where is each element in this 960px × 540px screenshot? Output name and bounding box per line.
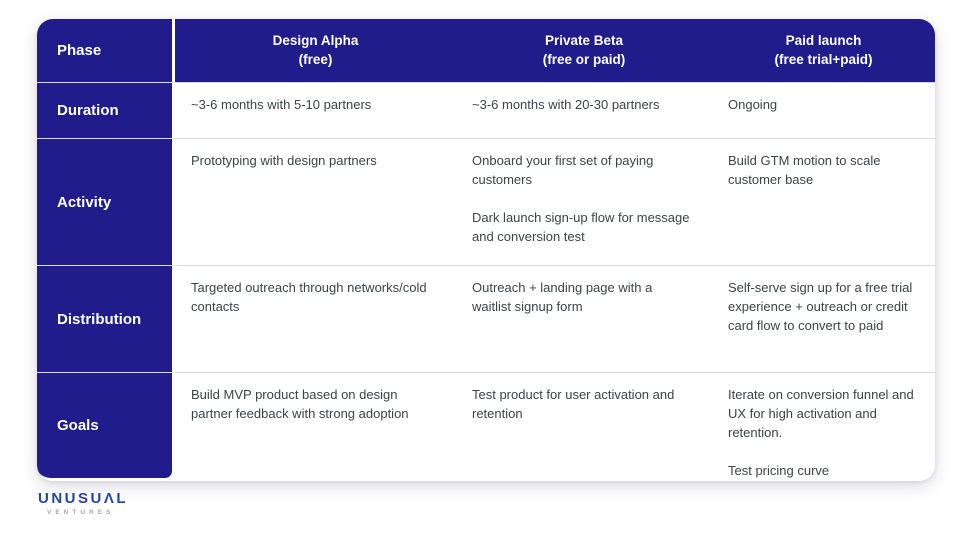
cell-activity-design-alpha: Prototyping with design partners (175, 138, 456, 265)
cell-text: Iterate on conversion funnel and UX for … (728, 387, 914, 440)
cell-goals-private-beta: Test product for user activation and ret… (456, 372, 712, 481)
cell-text: ~3-6 months with 5-10 partners (191, 97, 372, 112)
column-title: Paid launch (785, 32, 862, 48)
logo-subtext: VENTURES (47, 509, 115, 516)
cell-text: Test product for user activation and ret… (472, 387, 675, 421)
cell-text: Dark launch sign-up flow for message and… (472, 209, 690, 244)
column-header-private-beta: Private Beta (free or paid) (456, 19, 712, 82)
cell-text: Test pricing curve (728, 462, 830, 478)
cell-activity-private-beta: Onboard your first set of paying custome… (456, 138, 712, 265)
cell-duration-paid-launch: Ongoing (712, 82, 935, 138)
cell-goals-design-alpha: Build MVP product based on design partne… (175, 372, 456, 481)
cell-text: Prototyping with design partners (191, 153, 377, 168)
cell-text: Outreach + landing page with a waitlist … (472, 280, 653, 314)
cell-text: Onboard your first set of paying custome… (472, 153, 654, 187)
column-title: Design Alpha (272, 32, 359, 48)
row-header-distribution: Distribution (37, 265, 175, 372)
column-subtitle: (free) (298, 51, 333, 67)
column-subtitle: (free or paid) (542, 51, 626, 67)
column-header-design-alpha: Design Alpha (free) (175, 19, 456, 82)
row-header-duration: Duration (37, 82, 175, 138)
cell-activity-paid-launch: Build GTM motion to scale customer base (712, 138, 935, 265)
cell-text: Targeted outreach through networks/cold … (191, 280, 427, 314)
cell-duration-private-beta: ~3-6 months with 20-30 partners (456, 82, 712, 138)
column-title: Private Beta (544, 32, 624, 48)
corner-header-phase: Phase (37, 19, 175, 82)
unusual-ventures-logo: UNUSUΛL VENTURES (38, 490, 128, 516)
cell-text: ~3-6 months with 20-30 partners (472, 97, 660, 112)
cell-text: Build GTM motion to scale customer base (728, 153, 881, 187)
logo-wordmark: UNUSUΛL (38, 490, 129, 507)
row-header-goals: Goals (37, 372, 175, 481)
cell-distribution-private-beta: Outreach + landing page with a waitlist … (456, 265, 712, 372)
column-subtitle: (free trial+paid) (774, 51, 873, 67)
column-header-paid-launch: Paid launch (free trial+paid) (712, 19, 935, 82)
cell-text: Build MVP product based on design partne… (191, 387, 409, 421)
cell-text: Ongoing (728, 97, 778, 112)
cell-distribution-design-alpha: Targeted outreach through networks/cold … (175, 265, 456, 372)
phase-comparison-table: Phase Design Alpha (free) Private Beta (… (37, 19, 935, 481)
cell-text: Self-serve sign up for a free trial expe… (728, 280, 913, 333)
cell-duration-design-alpha: ~3-6 months with 5-10 partners (175, 82, 456, 138)
row-header-activity: Activity (37, 138, 175, 265)
cell-distribution-paid-launch: Self-serve sign up for a free trial expe… (712, 265, 935, 372)
cell-goals-paid-launch: Iterate on conversion funnel and UX for … (712, 372, 935, 481)
